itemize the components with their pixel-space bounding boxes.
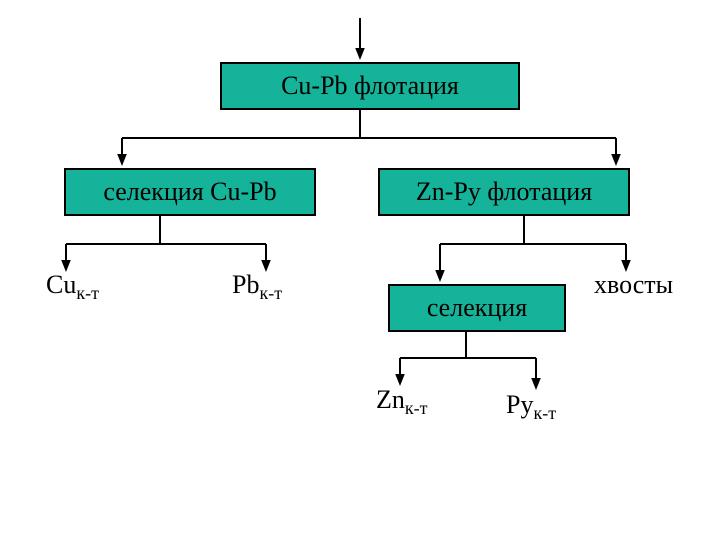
label-main: Pb (232, 270, 259, 299)
label-main: Py (506, 390, 533, 419)
node-label: Zn-Py флотация (416, 177, 592, 207)
output-zn-concentrate: Znк-т (376, 385, 428, 419)
label-sub: к-т (533, 403, 556, 423)
output-pb-concentrate: Pbк-т (232, 270, 282, 304)
label-main: Zn (376, 385, 405, 414)
node-label: селекция Cu-Pb (103, 177, 276, 207)
label-sub: к-т (259, 283, 282, 303)
node-selection: селекция (388, 284, 566, 332)
label-sub: к-т (76, 283, 99, 303)
output-tails: хвосты (594, 270, 673, 304)
node-label: селекция (427, 293, 527, 323)
output-py-concentrate: Pyк-т (506, 390, 556, 424)
node-cu-pb-flotation: Cu-Pb флотация (220, 62, 520, 110)
output-cu-concentrate: Cuк-т (46, 270, 99, 304)
label-main: хвосты (594, 270, 673, 299)
label-main: Cu (46, 270, 76, 299)
label-sub: к-т (405, 398, 428, 418)
node-label: Cu-Pb флотация (281, 71, 459, 101)
node-zn-py-flotation: Zn-Py флотация (378, 168, 630, 216)
node-selection-cu-pb: селекция Cu-Pb (64, 168, 316, 216)
